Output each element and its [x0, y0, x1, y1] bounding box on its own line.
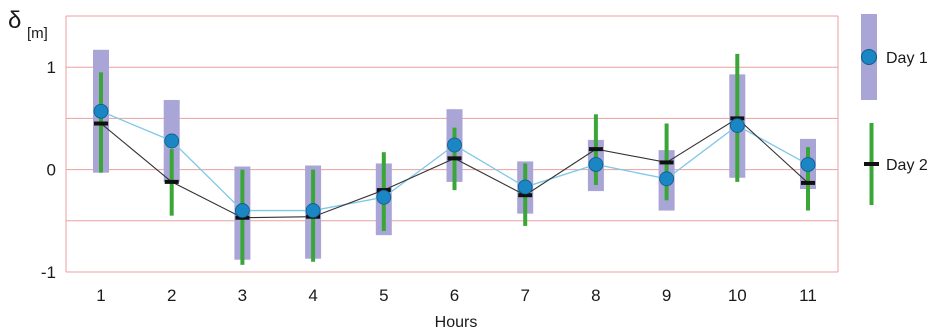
x-ticks: 1 2 3 4 5 6 7 8 9 10 11 — [96, 286, 817, 305]
x-tick-label: 9 — [662, 286, 671, 305]
x-tick-label: 10 — [728, 286, 747, 305]
y-axis-unit: [m] — [27, 25, 48, 42]
legend-day2-label: Day 2 — [886, 157, 928, 174]
x-tick-label: 11 — [799, 286, 817, 305]
y-tick-label: 1 — [47, 58, 56, 77]
x-tick-label: 6 — [450, 286, 459, 305]
day1-marker — [800, 157, 816, 172]
legend-day2-marker-swatch — [864, 162, 879, 166]
day1-marker — [93, 103, 109, 119]
day2-marker — [164, 179, 179, 184]
x-axis-label: Hours — [435, 314, 478, 330]
legend-day1-label: Day 1 — [886, 50, 928, 67]
x-tick-label: 7 — [520, 286, 529, 305]
x-tick-label: 2 — [167, 286, 176, 305]
legend-day1-marker-swatch — [861, 49, 877, 65]
x-tick-label: 4 — [308, 286, 317, 305]
day1-marker — [517, 179, 533, 195]
day2-marker — [518, 193, 533, 198]
y-ticks: 1 0 -1 — [41, 58, 56, 282]
legend: Day 1 Day 2 — [861, 14, 928, 205]
x-tick-label: 5 — [379, 286, 388, 305]
series-markers — [93, 103, 816, 220]
x-tick-label: 1 — [96, 286, 105, 305]
axes: δ [m] Hours — [8, 7, 477, 330]
y-axis-symbol: δ — [8, 7, 21, 34]
day1-marker — [164, 133, 180, 149]
day1-marker — [447, 137, 462, 153]
day1-marker — [588, 157, 604, 172]
day2-marker — [588, 147, 603, 152]
day2-marker — [801, 180, 815, 185]
day1-marker — [659, 171, 674, 187]
day2-range-bar — [806, 147, 810, 211]
day1-marker — [376, 189, 392, 205]
day2-marker — [447, 156, 462, 161]
day1-marker — [729, 118, 745, 133]
x-tick-label: 3 — [238, 286, 247, 305]
y-tick-label: -1 — [41, 263, 56, 282]
day2-marker — [94, 121, 108, 126]
day2-marker — [659, 160, 674, 165]
y-tick-label: 0 — [47, 161, 56, 180]
day1-marker — [234, 203, 250, 218]
x-tick-label: 8 — [591, 286, 600, 305]
day1-marker — [305, 203, 321, 218]
